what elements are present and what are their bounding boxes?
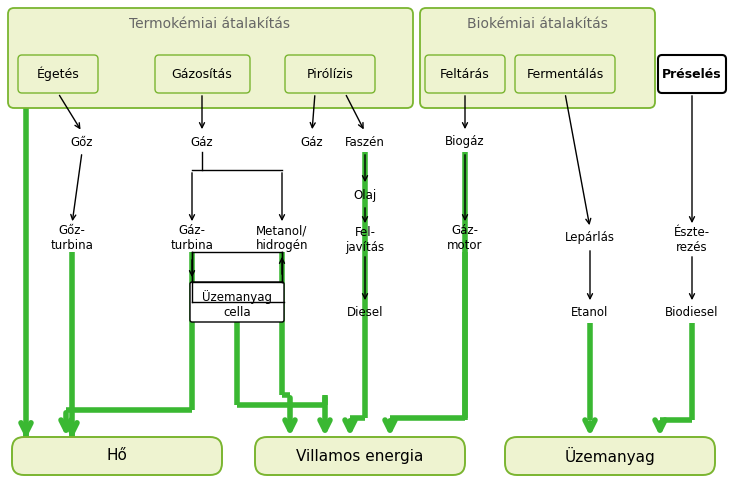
Text: Faszén: Faszén bbox=[345, 136, 385, 148]
Text: Fel-
javítás: Fel- javítás bbox=[346, 226, 384, 254]
FancyBboxPatch shape bbox=[18, 55, 98, 93]
Text: Olaj: Olaj bbox=[354, 188, 377, 201]
Text: Gáz-
motor: Gáz- motor bbox=[447, 224, 482, 252]
Text: Etanol: Etanol bbox=[571, 307, 609, 319]
FancyBboxPatch shape bbox=[420, 8, 655, 108]
FancyBboxPatch shape bbox=[8, 8, 413, 108]
Text: Pirólízis: Pirólízis bbox=[307, 68, 354, 81]
Text: Észte-
rezés: Észte- rezés bbox=[674, 226, 710, 254]
Text: Hő: Hő bbox=[107, 449, 127, 464]
Text: Gáz: Gáz bbox=[191, 136, 213, 148]
FancyBboxPatch shape bbox=[515, 55, 615, 93]
FancyBboxPatch shape bbox=[505, 437, 715, 475]
Text: Gőz: Gőz bbox=[71, 136, 93, 148]
FancyBboxPatch shape bbox=[255, 437, 465, 475]
Text: Üzemanyag: Üzemanyag bbox=[564, 447, 655, 465]
Text: Lepárlás: Lepárlás bbox=[565, 231, 615, 244]
Text: Gáz-
turbina: Gáz- turbina bbox=[171, 224, 214, 252]
FancyBboxPatch shape bbox=[12, 437, 222, 475]
Text: Üzemanyag
cella: Üzemanyag cella bbox=[202, 290, 272, 319]
Text: Diesel: Diesel bbox=[347, 307, 384, 319]
FancyBboxPatch shape bbox=[155, 55, 250, 93]
Text: Biodiesel: Biodiesel bbox=[665, 307, 719, 319]
Text: Termokémiai átalakítás: Termokémiai átalakítás bbox=[130, 17, 291, 31]
Text: Gőz-
turbina: Gőz- turbina bbox=[51, 224, 94, 252]
Text: Biokémiai átalakítás: Biokémiai átalakítás bbox=[466, 17, 608, 31]
FancyBboxPatch shape bbox=[285, 55, 375, 93]
Text: Biogáz: Biogáz bbox=[445, 136, 485, 148]
FancyBboxPatch shape bbox=[425, 55, 505, 93]
Text: Gáz: Gáz bbox=[301, 136, 324, 148]
Text: Fermentálás: Fermentálás bbox=[526, 68, 604, 81]
Text: Préselés: Préselés bbox=[662, 68, 722, 81]
Text: Metanol/
hidrogén: Metanol/ hidrogén bbox=[255, 224, 308, 252]
Text: Feltárás: Feltárás bbox=[440, 68, 490, 81]
Text: Gázosítás: Gázosítás bbox=[171, 68, 232, 81]
FancyBboxPatch shape bbox=[190, 282, 284, 322]
Text: Villamos energia: Villamos energia bbox=[296, 449, 424, 464]
FancyBboxPatch shape bbox=[658, 55, 726, 93]
Text: Égetés: Égetés bbox=[37, 67, 79, 81]
